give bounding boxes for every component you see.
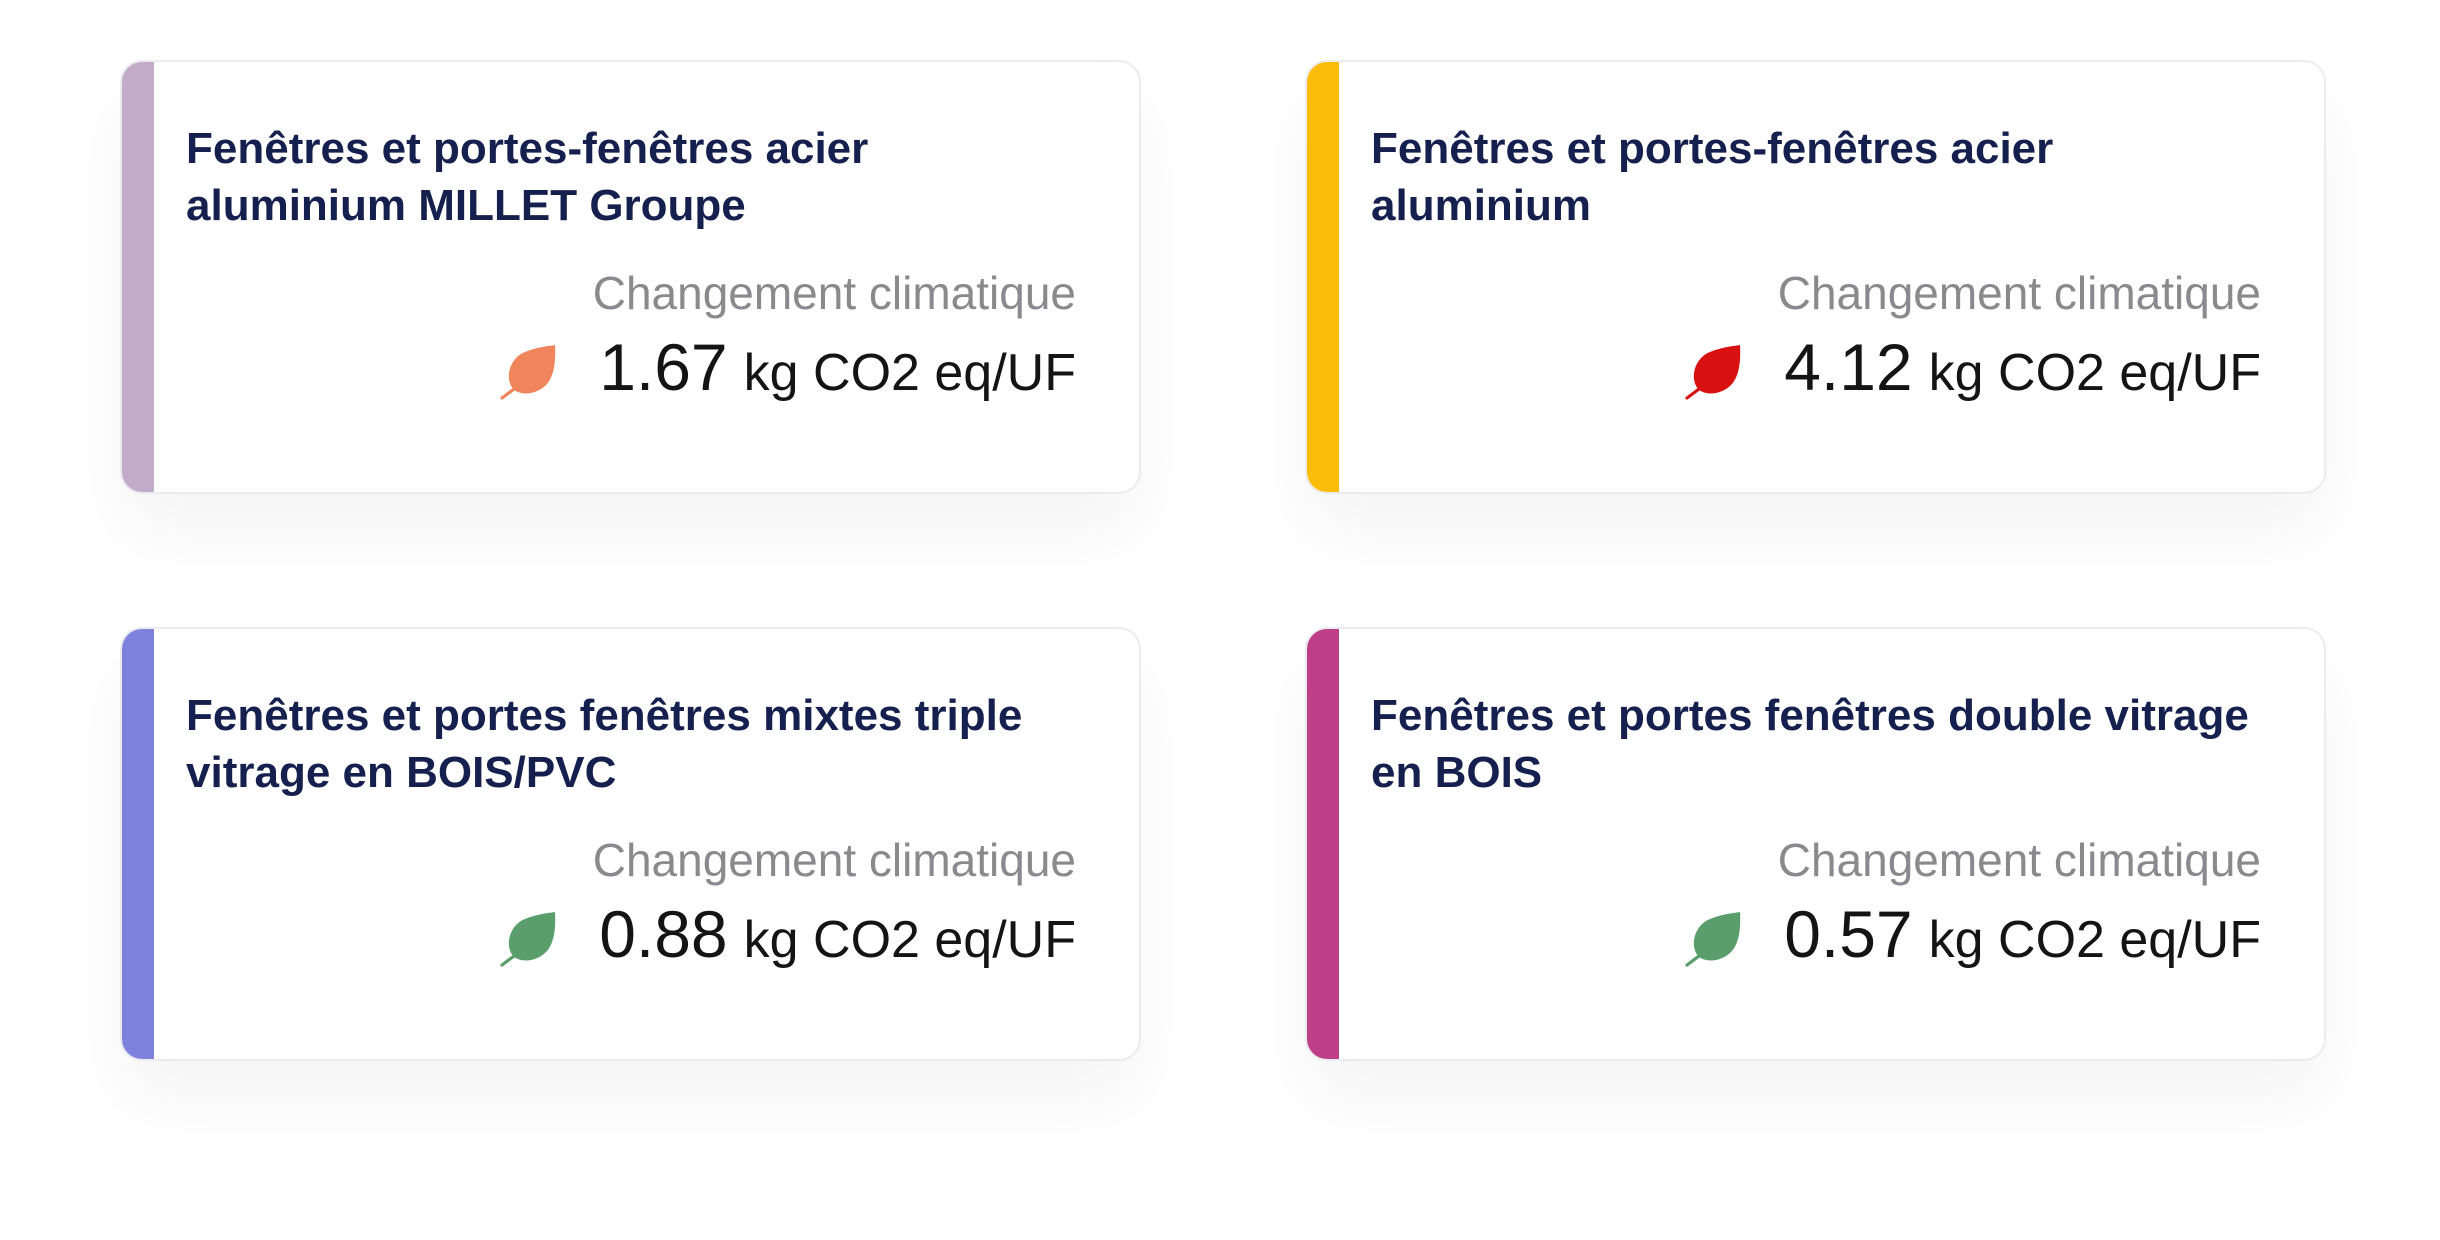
leaf-icon [1685,912,1741,967]
metric-label: Changement climatique [1777,267,2261,319]
product-card-4[interactable]: Fenêtres et portes fenêtres double vitra… [1305,627,2326,1061]
metric-value-row: 1.67 kg CO2 eq/UF [499,322,1076,412]
metric-value: 0.88 [599,897,728,971]
card-accent-bar [122,62,154,492]
metric-unit: kg CO2 eq/UF [1928,911,2261,969]
metric-label: Changement climatique [592,267,1076,319]
metric-unit: kg CO2 eq/UF [743,344,1076,402]
metric-value: 4.12 [1784,330,1913,404]
card-title: Fenêtres et portes-fenêtres acier alumin… [186,124,869,230]
leaf-icon [500,912,556,967]
product-card-3[interactable]: Fenêtres et portes fenêtres mixtes tripl… [120,627,1141,1061]
metric-value: 0.57 [1784,897,1913,971]
card-title: Fenêtres et portes-fenêtres acier alumin… [1371,124,2054,230]
product-card-2[interactable]: Fenêtres et portes-fenêtres acier alumin… [1305,60,2326,494]
metric-value-row: 0.88 kg CO2 eq/UF [499,889,1076,979]
card-title: Fenêtres et portes fenêtres double vitra… [1371,691,2249,797]
card-accent-bar [1307,629,1339,1059]
metric-unit: kg CO2 eq/UF [743,911,1076,969]
product-card-1[interactable]: Fenêtres et portes-fenêtres acier alumin… [120,60,1141,494]
card-accent-bar [122,629,154,1059]
metric-value-row: 0.57 kg CO2 eq/UF [1684,889,2261,979]
metric-unit: kg CO2 eq/UF [1928,344,2261,402]
leaf-icon [500,345,556,400]
card-title: Fenêtres et portes fenêtres mixtes tripl… [186,691,1023,797]
metric-label: Changement climatique [1777,834,2261,886]
metric-label: Changement climatique [592,834,1076,886]
card-accent-bar [1307,62,1339,492]
leaf-icon [1685,345,1741,400]
metric-value: 1.67 [599,330,728,404]
metric-value-row: 4.12 kg CO2 eq/UF [1684,322,2261,412]
